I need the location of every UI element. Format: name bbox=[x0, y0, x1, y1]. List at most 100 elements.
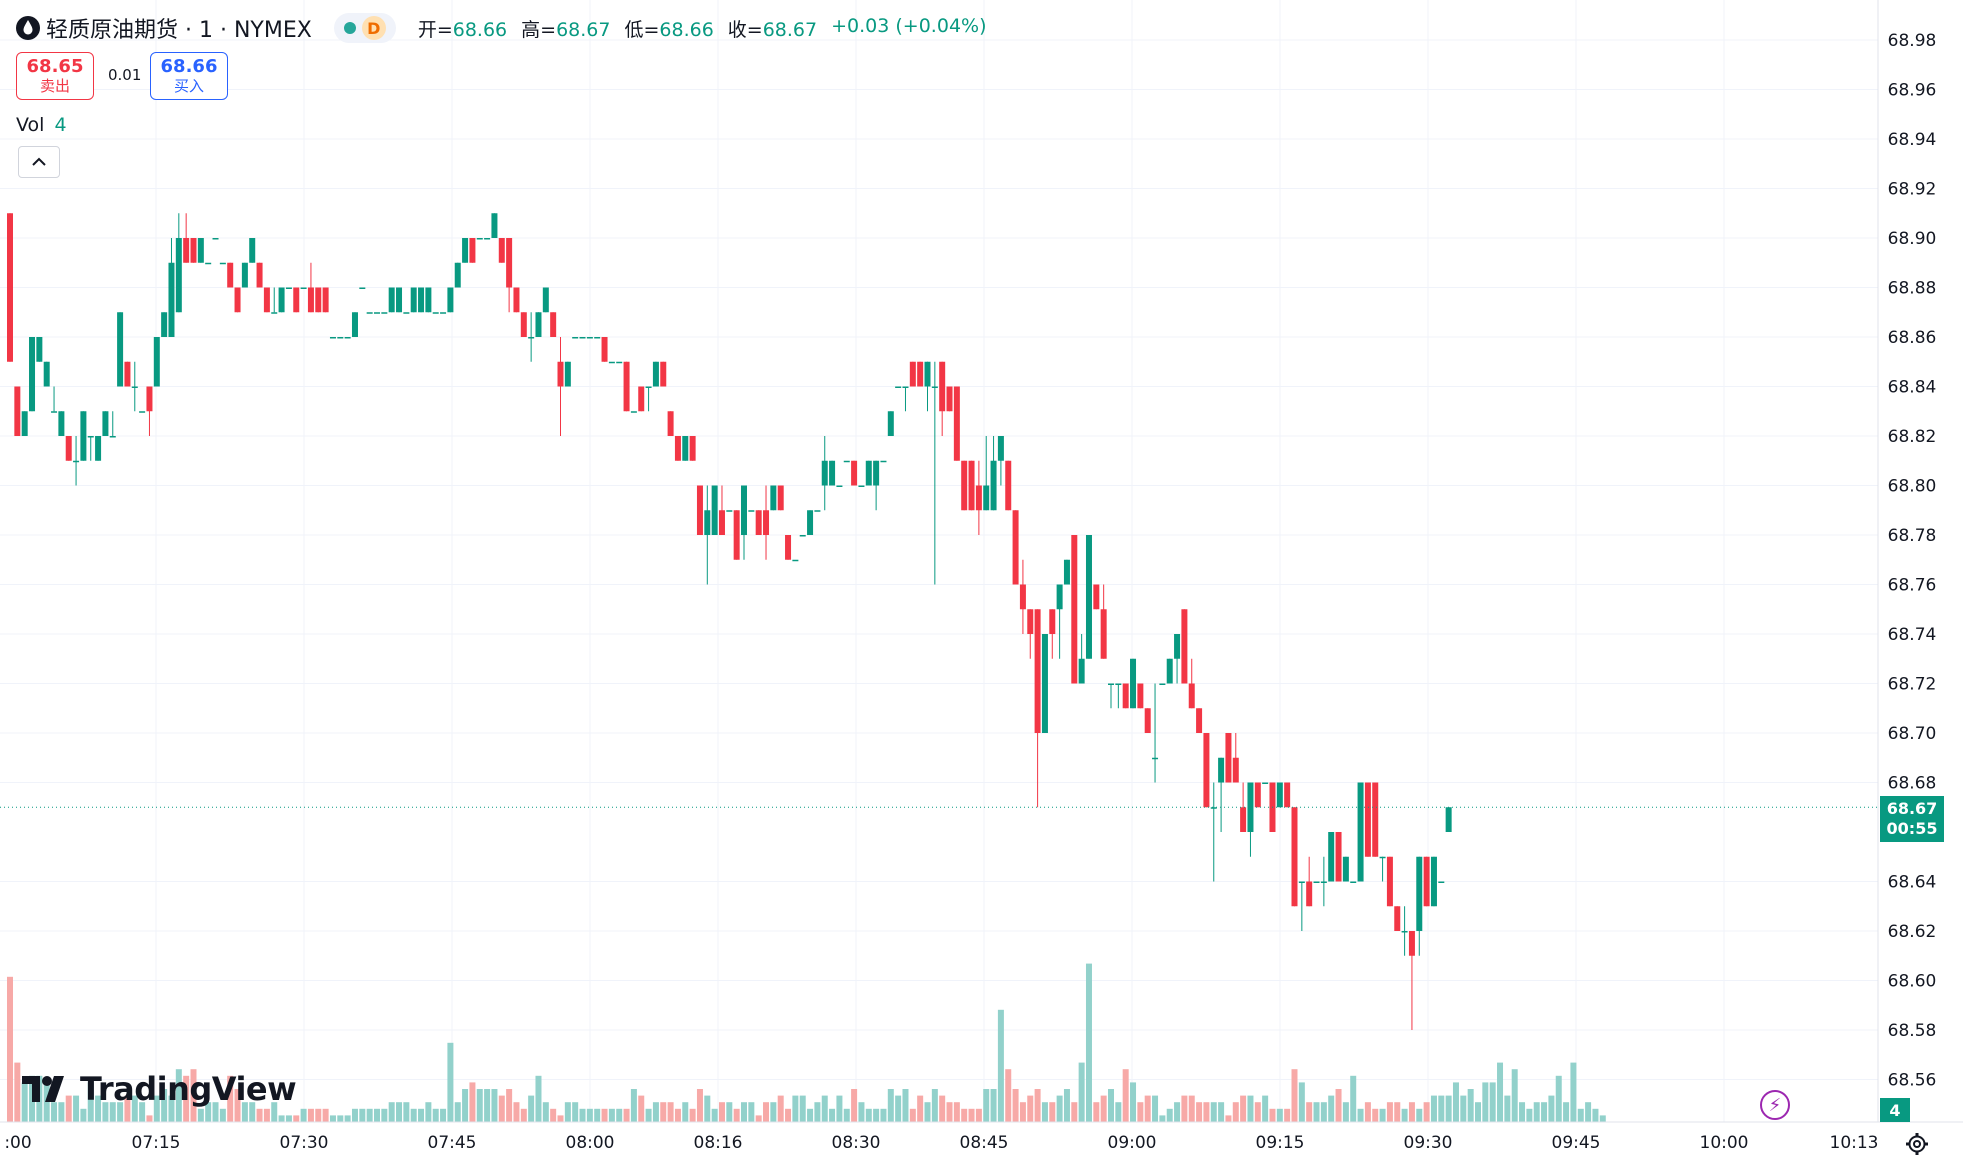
candle-body bbox=[1445, 807, 1452, 832]
candle-body bbox=[968, 460, 975, 511]
volume-bar bbox=[1599, 1115, 1606, 1122]
candle-body bbox=[337, 337, 344, 339]
volume-bar bbox=[205, 1102, 212, 1122]
volume-bar bbox=[1196, 1102, 1203, 1122]
price-tick-label: 68.86 bbox=[1888, 328, 1937, 348]
candle-body bbox=[344, 337, 351, 339]
volume-bar bbox=[80, 1108, 87, 1122]
collapse-legend-button[interactable] bbox=[18, 146, 60, 178]
volume-bar bbox=[535, 1075, 542, 1122]
candle-body bbox=[432, 312, 439, 314]
volume-bar bbox=[1452, 1082, 1459, 1122]
price-tick-label: 68.64 bbox=[1888, 873, 1937, 893]
candle-body bbox=[924, 361, 931, 387]
candle-body bbox=[777, 485, 784, 511]
time-tick-label: :00 bbox=[4, 1133, 31, 1153]
volume-bar bbox=[1541, 1102, 1548, 1122]
sell-button[interactable]: 68.65 卖出 bbox=[16, 52, 94, 100]
candle-body bbox=[1041, 634, 1048, 733]
buy-button[interactable]: 68.66 买入 bbox=[150, 52, 228, 100]
volume-bar bbox=[271, 1102, 278, 1122]
volume-bar bbox=[285, 1115, 292, 1122]
price-tick-label: 68.84 bbox=[1888, 378, 1937, 398]
candle-body bbox=[1188, 683, 1195, 709]
volume-label: Vol bbox=[16, 114, 45, 136]
candle-body bbox=[329, 337, 336, 339]
change-value: +0.03 (+0.04%) bbox=[831, 14, 987, 37]
candle-body bbox=[1159, 683, 1166, 685]
lightning-icon[interactable]: ⚡ bbox=[1760, 1090, 1790, 1120]
volume-bar bbox=[1056, 1095, 1063, 1122]
volume-bar bbox=[1497, 1062, 1504, 1122]
volume-bar bbox=[322, 1108, 329, 1122]
price-axis[interactable]: 68.98 68.96 68.94 68.92 68.90 68.88 68.86 68.84… bbox=[1888, 31, 1937, 1091]
volume-bar bbox=[829, 1108, 836, 1122]
volume-bar bbox=[608, 1108, 615, 1122]
volume-bar bbox=[219, 1108, 226, 1122]
volume-bar bbox=[491, 1089, 498, 1122]
time-tick-label: 07:30 bbox=[280, 1133, 329, 1153]
candle-body bbox=[785, 535, 792, 560]
price-tick-label: 68.68 bbox=[1888, 774, 1937, 794]
candle-body bbox=[939, 361, 946, 412]
candle-body bbox=[667, 411, 674, 436]
volume-bar bbox=[807, 1108, 814, 1122]
last-price-value: 68.67 bbox=[1886, 799, 1938, 818]
candle-body bbox=[1108, 683, 1114, 685]
candle-body bbox=[65, 436, 72, 461]
market-status-pill[interactable]: D bbox=[333, 13, 396, 43]
volume-bar bbox=[344, 1115, 351, 1122]
volume-bar bbox=[1115, 1102, 1122, 1122]
candle-body bbox=[1056, 584, 1063, 610]
volume-bar bbox=[337, 1115, 344, 1122]
volume-bar bbox=[557, 1115, 564, 1122]
candle-body bbox=[454, 262, 461, 288]
volume-bar bbox=[946, 1102, 953, 1122]
candle-body bbox=[931, 386, 938, 388]
volume-bar bbox=[1144, 1095, 1151, 1122]
candle-body bbox=[755, 510, 762, 535]
volume-legend[interactable]: Vol 4 bbox=[16, 114, 67, 136]
candle-body bbox=[219, 262, 226, 265]
candle-body bbox=[1394, 906, 1401, 931]
candle-body bbox=[161, 312, 168, 337]
volume-bar bbox=[278, 1115, 285, 1122]
candle-body bbox=[1027, 609, 1034, 634]
candle-body bbox=[843, 460, 850, 463]
volume-bar bbox=[139, 1102, 146, 1122]
volume-bar bbox=[95, 1095, 102, 1122]
candle-body bbox=[792, 559, 799, 562]
candle-body bbox=[1291, 807, 1298, 907]
candle-body bbox=[1335, 832, 1342, 882]
volume-bar bbox=[997, 1009, 1004, 1122]
symbol-title[interactable]: 轻质原油期货 · 1 · NYMEX bbox=[46, 18, 312, 43]
candle-body bbox=[51, 411, 58, 413]
candle-body bbox=[1203, 733, 1210, 808]
close-value: 68.67 bbox=[762, 18, 818, 41]
time-tick-label: 09:45 bbox=[1552, 1133, 1601, 1153]
volume-bar bbox=[1247, 1095, 1254, 1122]
volume-bar bbox=[616, 1108, 623, 1122]
candle-body bbox=[1196, 708, 1203, 733]
candle-body bbox=[1210, 807, 1217, 809]
volume-bar bbox=[843, 1108, 850, 1122]
gear-icon[interactable] bbox=[1905, 1132, 1929, 1156]
time-tick-label: 07:15 bbox=[132, 1133, 181, 1153]
volume-bar bbox=[1467, 1089, 1474, 1122]
price-tick-label: 68.82 bbox=[1888, 427, 1937, 447]
candle-body bbox=[1232, 757, 1239, 783]
candle-body bbox=[807, 510, 814, 535]
volume-bar bbox=[1372, 1108, 1379, 1122]
volume-bar bbox=[476, 1089, 483, 1122]
candle-body bbox=[564, 361, 571, 387]
ohlc-legend: 开=68.66 高=68.67 低=68.66 收=68.67 +0.03 (+… bbox=[418, 15, 987, 42]
price-tick-label: 68.88 bbox=[1888, 279, 1937, 299]
volume-bar bbox=[1240, 1095, 1247, 1122]
tradingview-logo[interactable]: TradingView bbox=[22, 1070, 297, 1108]
time-axis[interactable]: :00 07:15 07:30 07:45 08:00 08:16 08:30 08:45 09… bbox=[4, 1133, 1878, 1153]
candle-body bbox=[895, 386, 902, 388]
volume-bar bbox=[1019, 1102, 1026, 1122]
volume-bar bbox=[102, 1102, 109, 1122]
candle-body bbox=[1174, 634, 1181, 659]
